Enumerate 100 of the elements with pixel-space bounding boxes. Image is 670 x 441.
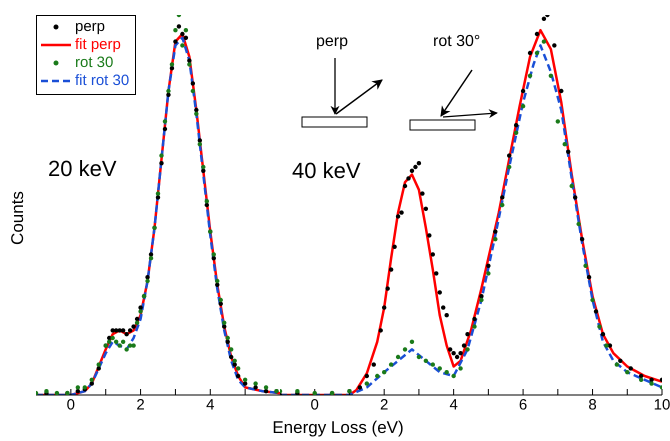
point <box>493 237 498 242</box>
point <box>232 358 237 363</box>
point <box>628 366 633 371</box>
point <box>96 366 101 371</box>
point <box>458 351 463 356</box>
point <box>190 88 196 94</box>
point <box>388 362 394 367</box>
point <box>264 389 268 394</box>
point <box>90 378 94 382</box>
point <box>190 81 196 86</box>
point <box>430 252 435 257</box>
point <box>218 302 223 306</box>
point <box>479 298 484 302</box>
x-tick-label: 4 <box>206 396 214 414</box>
point <box>138 309 143 314</box>
point <box>204 199 209 204</box>
point <box>472 316 477 322</box>
point <box>90 381 94 386</box>
point <box>451 351 456 356</box>
point <box>399 210 404 215</box>
point <box>76 385 80 390</box>
point <box>117 343 122 348</box>
point <box>576 222 581 226</box>
point <box>184 28 188 32</box>
annotation: 20 keV <box>48 156 116 182</box>
point <box>226 340 230 344</box>
point <box>180 32 185 36</box>
x-axis-title: Energy Loss (eV) <box>271 418 405 438</box>
x-tick-label: 10 <box>654 396 670 414</box>
point <box>441 305 446 310</box>
point <box>618 358 623 363</box>
point <box>507 164 512 170</box>
point <box>406 176 411 181</box>
x-tick-label: 0 <box>66 396 76 414</box>
point <box>226 336 230 340</box>
point <box>649 381 654 386</box>
point <box>131 343 136 348</box>
x-tick-label: 2 <box>136 396 145 414</box>
point <box>166 92 171 97</box>
point <box>465 347 470 352</box>
point <box>159 153 164 158</box>
point <box>556 119 560 124</box>
point <box>444 370 449 374</box>
annotation: perp <box>316 33 348 51</box>
point <box>542 39 546 44</box>
point <box>162 126 168 132</box>
legend-label: rot 30 <box>75 54 114 72</box>
point <box>402 347 408 352</box>
y-axis-title: Counts <box>8 190 28 247</box>
x-tick-label: 4 <box>449 396 458 414</box>
point <box>194 112 199 116</box>
point <box>458 366 463 371</box>
point <box>486 271 491 276</box>
point <box>198 138 202 143</box>
point <box>134 320 140 325</box>
point <box>378 328 383 333</box>
point <box>222 324 226 329</box>
point <box>120 328 126 333</box>
point <box>124 347 129 352</box>
point <box>600 332 606 336</box>
point <box>159 161 164 166</box>
point <box>170 62 174 67</box>
point <box>173 39 178 44</box>
point <box>145 275 150 280</box>
point <box>552 43 557 48</box>
point <box>218 298 223 302</box>
x-tick-label: 0 <box>310 396 319 414</box>
point <box>372 362 376 367</box>
point <box>507 153 512 158</box>
point <box>110 336 115 340</box>
point <box>528 50 532 56</box>
point <box>580 237 584 242</box>
point <box>444 313 449 318</box>
point <box>410 168 414 173</box>
point <box>358 385 362 390</box>
point <box>382 305 386 310</box>
point <box>454 354 460 360</box>
point <box>184 36 188 40</box>
point <box>486 264 491 268</box>
point <box>166 88 171 94</box>
point <box>462 343 466 348</box>
point <box>625 370 630 374</box>
point <box>434 271 438 276</box>
point <box>548 74 554 78</box>
point <box>424 358 428 363</box>
point <box>242 378 248 382</box>
point <box>204 202 209 208</box>
point <box>187 58 192 63</box>
point <box>638 378 644 382</box>
point <box>229 347 234 352</box>
point <box>594 309 598 314</box>
point <box>120 340 126 344</box>
point <box>54 390 60 395</box>
point <box>451 374 456 378</box>
point <box>528 74 532 78</box>
point <box>212 252 216 257</box>
legend-label: fit rot 30 <box>75 72 130 90</box>
point <box>176 24 182 29</box>
point <box>493 229 498 234</box>
point <box>583 264 588 268</box>
